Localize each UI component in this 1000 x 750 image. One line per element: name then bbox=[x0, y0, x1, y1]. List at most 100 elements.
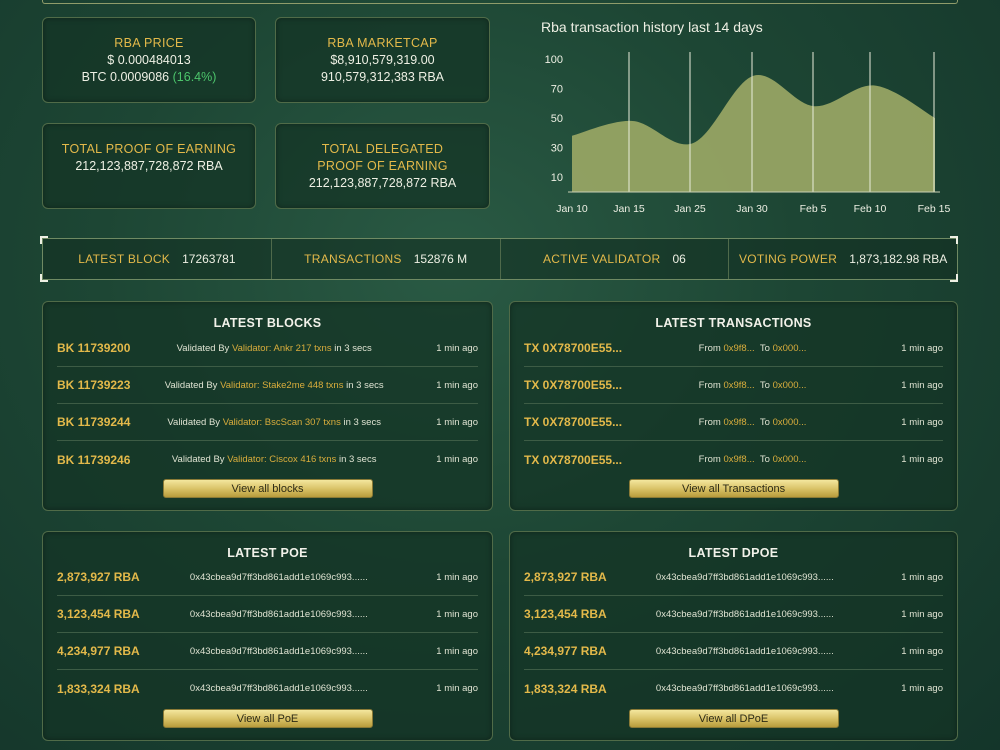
transaction-history-chart: 100 70 50 30 10 Jan 10 Jan 15 Jan 25 Jan 30 Feb … bbox=[545, 52, 951, 215]
to-address[interactable]: 0x000... bbox=[772, 454, 807, 465]
transaction-row[interactable]: TX 0X78700E55... From 0x9f8... To 0x000.… bbox=[524, 404, 943, 441]
dpoe-hash[interactable]: 0x43cbea9d7ff3bd861add1e1069c993...... bbox=[655, 608, 834, 620]
poe-row[interactable]: 3,123,454 RBA 0x43cbea9d7ff3bd861add1e10… bbox=[57, 596, 478, 633]
transaction-from-to: From 0x9f8... To 0x000... bbox=[622, 380, 883, 391]
transaction-hash[interactable]: TX 0X78700E55... bbox=[524, 452, 623, 467]
network-stats-strip: LATEST BLOCK 17263781 TRANSACTIONS 152876 … bbox=[42, 238, 958, 280]
from-label: From bbox=[698, 454, 724, 465]
transaction-time: 1 min ago bbox=[901, 416, 943, 428]
to-address[interactable]: 0x000... bbox=[772, 416, 807, 428]
poe-row[interactable]: 2,873,927 RBA 0x43cbea9d7ff3bd861add1e10… bbox=[57, 559, 478, 596]
total-dpoe-card: TOTAL DELEGATED PROOF OF EARNING 212,123… bbox=[275, 123, 490, 209]
poe-hash[interactable]: 0x43cbea9d7ff3bd861add1e1069c993...... bbox=[189, 608, 368, 620]
transaction-from-to: From 0x9f8... To 0x000... bbox=[622, 454, 883, 465]
to-address[interactable]: 0x000... bbox=[772, 379, 807, 391]
transaction-time: 1 min ago bbox=[901, 342, 943, 354]
validator-link[interactable]: Validator: Ankr 217 txns bbox=[231, 342, 332, 354]
poe-amount: 3,123,454 RBA bbox=[57, 607, 140, 621]
x-tick-label: Jan 25 bbox=[674, 203, 706, 215]
poe-time: 1 min ago bbox=[436, 571, 478, 583]
dpoe-amount: 1,833,324 RBA bbox=[524, 681, 607, 696]
dpoe-time: 1 min ago bbox=[901, 645, 943, 657]
transactions-label: TRANSACTIONS bbox=[304, 252, 402, 266]
transaction-hash[interactable]: TX 0X78700E55... bbox=[524, 415, 623, 429]
from-address[interactable]: 0x9f8... bbox=[723, 454, 755, 465]
to-label: To bbox=[759, 342, 773, 354]
transaction-from-to: From 0x9f8... To 0x000... bbox=[622, 343, 883, 354]
transaction-row[interactable]: TX 0X78700E55... From 0x9f8... To 0x000.… bbox=[524, 330, 943, 367]
from-address[interactable]: 0x9f8... bbox=[723, 379, 755, 391]
rba-marketcap-usd: $8,910,579,319.00 bbox=[330, 52, 435, 67]
block-duration: in 3 secs bbox=[331, 342, 372, 354]
poe-hash[interactable]: 0x43cbea9d7ff3bd861add1e1069c993...... bbox=[189, 683, 368, 694]
dpoe-row[interactable]: 3,123,454 RBA 0x43cbea9d7ff3bd861add1e10… bbox=[524, 596, 943, 633]
x-tick-label: Feb 15 bbox=[918, 203, 951, 215]
poe-hash[interactable]: 0x43cbea9d7ff3bd861add1e1069c993...... bbox=[189, 571, 368, 583]
top-frame bbox=[42, 0, 958, 4]
validator-link[interactable]: Validator: Ciscox 416 txns bbox=[227, 454, 337, 465]
total-dpoe-title-1: TOTAL DELEGATED bbox=[321, 141, 444, 156]
dpoe-time: 1 min ago bbox=[901, 608, 943, 620]
dpoe-row[interactable]: 4,234,977 RBA 0x43cbea9d7ff3bd861add1e10… bbox=[524, 633, 943, 670]
y-tick-label: 100 bbox=[545, 54, 563, 66]
x-tick-label: Feb 5 bbox=[800, 203, 827, 215]
poe-hash[interactable]: 0x43cbea9d7ff3bd861add1e1069c993...... bbox=[189, 645, 368, 657]
transaction-row[interactable]: TX 0X78700E55... From 0x9f8... To 0x000.… bbox=[524, 441, 943, 478]
from-address[interactable]: 0x9f8... bbox=[723, 416, 755, 428]
block-id[interactable]: BK 11739223 bbox=[57, 378, 131, 392]
poe-row[interactable]: 4,234,977 RBA 0x43cbea9d7ff3bd861add1e10… bbox=[57, 633, 478, 670]
rba-price-usd: $ 0.000484013 bbox=[107, 52, 191, 67]
validator-link[interactable]: Validator: Stake2me 448 txns bbox=[220, 379, 344, 391]
block-id[interactable]: BK 11739246 bbox=[57, 452, 131, 467]
dpoe-hash[interactable]: 0x43cbea9d7ff3bd861add1e1069c993...... bbox=[655, 645, 834, 657]
latest-transactions-title: LATEST TRANSACTIONS bbox=[655, 316, 812, 330]
dpoe-row[interactable]: 2,873,927 RBA 0x43cbea9d7ff3bd861add1e10… bbox=[524, 559, 943, 596]
rba-price-btc: BTC 0.0009086 bbox=[81, 69, 170, 84]
dpoe-hash[interactable]: 0x43cbea9d7ff3bd861add1e1069c993...... bbox=[655, 571, 834, 583]
total-dpoe-value: 212,123,887,728,872 RBA bbox=[308, 175, 457, 190]
poe-time: 1 min ago bbox=[436, 645, 478, 657]
transaction-hash[interactable]: TX 0X78700E55... bbox=[524, 378, 623, 392]
block-id[interactable]: BK 11739244 bbox=[57, 415, 131, 429]
poe-row[interactable]: 1,833,324 RBA 0x43cbea9d7ff3bd861add1e10… bbox=[57, 670, 478, 707]
dpoe-row[interactable]: 1,833,324 RBA 0x43cbea9d7ff3bd861add1e10… bbox=[524, 670, 943, 707]
block-id[interactable]: BK 11739200 bbox=[57, 341, 131, 355]
view-all-poe-button[interactable]: View all PoE bbox=[162, 709, 373, 728]
poe-time: 1 min ago bbox=[436, 608, 478, 620]
poe-amount: 2,873,927 RBA bbox=[57, 570, 140, 584]
block-row[interactable]: BK 11739223 Validated By Validator: Stak… bbox=[57, 367, 478, 404]
strip-corner-tr bbox=[950, 236, 958, 244]
block-time: 1 min ago bbox=[436, 379, 478, 391]
transactions-stat: TRANSACTIONS 152876 M bbox=[272, 239, 501, 279]
from-address[interactable]: 0x9f8... bbox=[723, 342, 755, 354]
block-validator-text: Validated By Validator: Ankr 217 txns in… bbox=[130, 343, 418, 354]
transaction-row[interactable]: TX 0X78700E55... From 0x9f8... To 0x000.… bbox=[524, 367, 943, 404]
poe-amount: 4,234,977 RBA bbox=[57, 644, 140, 658]
from-label: From bbox=[698, 342, 724, 354]
dpoe-hash[interactable]: 0x43cbea9d7ff3bd861add1e1069c993...... bbox=[655, 683, 834, 694]
block-row[interactable]: BK 11739200 Validated By Validator: Ankr… bbox=[57, 330, 478, 367]
block-validator-text: Validated By Validator: Ciscox 416 txns … bbox=[130, 454, 418, 465]
block-row[interactable]: BK 11739246 Validated By Validator: Cisc… bbox=[57, 441, 478, 478]
latest-poe-title: LATEST POE bbox=[227, 546, 308, 560]
rba-price-btc-line: BTC 0.0009086 (16.4%) bbox=[43, 69, 255, 86]
block-time: 1 min ago bbox=[436, 454, 478, 465]
to-label: To bbox=[759, 454, 773, 465]
voting-power-value: 1,873,182.98 RBA bbox=[849, 252, 948, 266]
total-poe-card: TOTAL PROOF OF EARNING 212,123,887,728,8… bbox=[42, 123, 256, 209]
view-all-transactions-button[interactable]: View all Transactions bbox=[628, 479, 839, 498]
view-all-dpoe-button[interactable]: View all DPoE bbox=[628, 709, 839, 728]
validated-by-label: Validated By bbox=[176, 342, 232, 354]
latest-poe-panel: LATEST POE 2,873,927 RBA 0x43cbea9d7ff3b… bbox=[42, 531, 493, 741]
to-address[interactable]: 0x000... bbox=[772, 342, 807, 354]
dpoe-time: 1 min ago bbox=[901, 683, 943, 694]
transaction-hash[interactable]: TX 0X78700E55... bbox=[524, 341, 623, 355]
rba-marketcap-title: RBA MARKETCAP bbox=[327, 35, 438, 50]
transactions-value: 152876 M bbox=[413, 252, 468, 266]
block-row[interactable]: BK 11739244 Validated By Validator: BscS… bbox=[57, 404, 478, 441]
latest-dpoe-title: LATEST DPOE bbox=[688, 546, 779, 560]
validator-link[interactable]: Validator: BscScan 307 txns bbox=[222, 416, 341, 428]
from-label: From bbox=[698, 416, 724, 428]
view-all-blocks-button[interactable]: View all blocks bbox=[162, 479, 373, 498]
block-duration: in 3 secs bbox=[343, 379, 384, 391]
